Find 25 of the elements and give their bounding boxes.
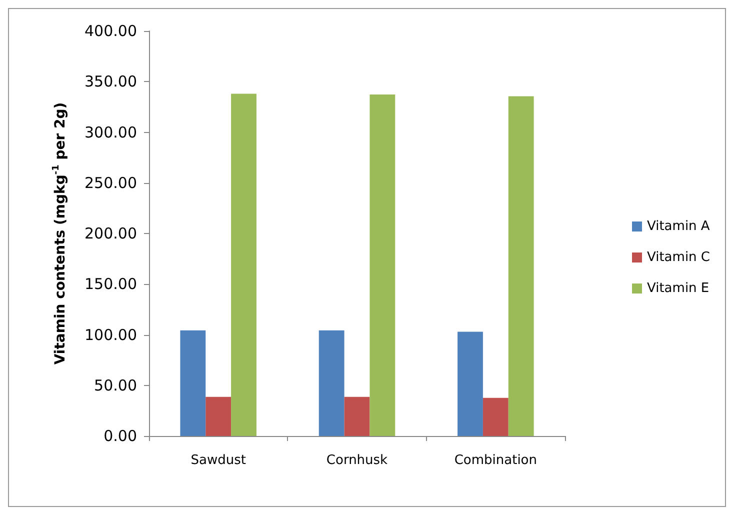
y-tick-label: 200.00: [84, 224, 137, 242]
y-tick-label: 50.00: [94, 376, 137, 394]
legend-label: Vitamin E: [646, 281, 710, 296]
bar: [458, 332, 483, 436]
bar: [482, 398, 508, 436]
y-tick-label: 300.00: [84, 123, 137, 142]
legend-label: Vitamin C: [646, 250, 710, 265]
y-tick-label: 100.00: [84, 326, 137, 344]
bar: [318, 330, 344, 436]
y-tick-label: 0.00: [104, 427, 137, 445]
bar: [231, 94, 256, 436]
bar: [370, 94, 396, 436]
x-tick-label: Sawdust: [190, 453, 246, 468]
bar: [206, 396, 232, 436]
y-tick-label: 250.00: [84, 174, 137, 192]
y-tick-label: 400.00: [84, 22, 137, 40]
x-tick-label: Cornhusk: [326, 453, 388, 468]
bar: [344, 396, 370, 436]
y-tick-label: 350.00: [84, 72, 137, 91]
bar: [180, 330, 206, 436]
x-tick-label: Combination: [454, 453, 538, 468]
legend-label: Vitamin A: [646, 219, 710, 234]
bar: [508, 96, 534, 436]
y-axis-title: Vitamin contents (mgkg-1 per 2g): [52, 102, 68, 365]
y-tick-label: 150.00: [84, 275, 137, 294]
